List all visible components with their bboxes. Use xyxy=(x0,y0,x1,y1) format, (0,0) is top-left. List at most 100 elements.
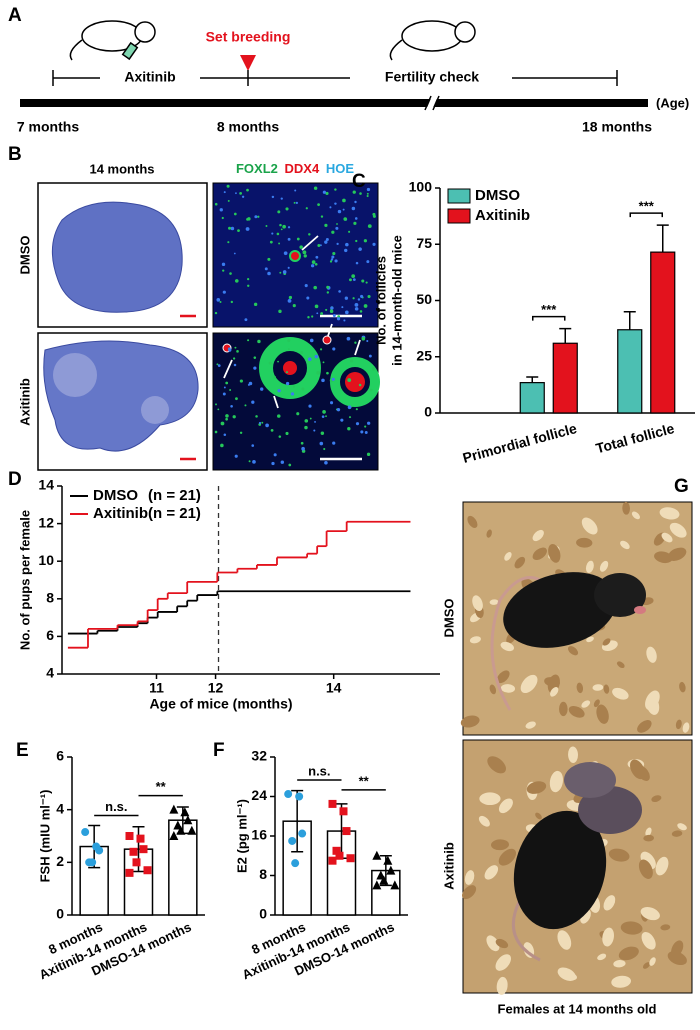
wood-chip xyxy=(479,792,501,806)
data-point xyxy=(379,875,389,885)
fluorescence-dot xyxy=(222,269,225,272)
wood-chip xyxy=(487,756,506,774)
fluorescence-dot xyxy=(236,350,239,353)
wood-chip xyxy=(581,700,591,708)
fluorescence-dot xyxy=(366,260,370,264)
wood-chip xyxy=(599,560,609,572)
fluorescence-dot xyxy=(285,381,290,386)
fluorescence-dot xyxy=(341,306,344,309)
fluorescence-dot xyxy=(299,245,303,249)
wood-chip xyxy=(661,532,673,543)
wood-chip xyxy=(622,501,630,515)
fluorescence-dot xyxy=(314,420,316,423)
fluorescence-dot xyxy=(292,385,296,388)
x-tick-label: Primordial follicle xyxy=(461,420,579,466)
fluorescence-dot xyxy=(334,202,337,205)
fluorescence-dot xyxy=(322,410,326,414)
wood-chip xyxy=(484,865,499,880)
fluorescence-dot xyxy=(345,310,349,315)
wood-chip xyxy=(679,681,686,693)
fluorescence-dot xyxy=(307,316,310,319)
age-label: 18 months xyxy=(582,119,652,135)
wood-chip xyxy=(532,529,544,542)
wood-chip xyxy=(613,959,626,968)
fluorescence-dot xyxy=(277,210,281,214)
treatment-label: Axitinib xyxy=(124,69,175,85)
data-point xyxy=(383,855,393,865)
mouse-icon xyxy=(389,20,476,61)
fluorescence-dot xyxy=(279,223,282,227)
fluorescence-dot xyxy=(285,431,289,436)
bar xyxy=(519,382,545,414)
fluorescence-dot xyxy=(347,378,352,382)
x-axis-label: Age of mice (months) xyxy=(149,696,292,712)
fluorescence-dot xyxy=(336,223,338,225)
fluorescence-dot xyxy=(320,431,325,435)
wood-chip xyxy=(526,781,547,794)
fluorescence-dot xyxy=(223,386,226,389)
wood-chip xyxy=(596,704,609,724)
fluorescence-dot xyxy=(225,414,229,418)
fluorescence-dot xyxy=(301,446,305,451)
legend-label: Axitinib xyxy=(93,505,148,522)
stain-label: FOXL2 xyxy=(236,161,278,176)
wood-chip xyxy=(671,830,683,837)
fluorescence-dot xyxy=(336,317,341,321)
wood-chip xyxy=(597,953,607,961)
fluorescence-dot xyxy=(216,363,219,366)
fluorescence-dot xyxy=(349,359,354,363)
fluorescence-dot xyxy=(325,191,329,196)
fluorescence-dot xyxy=(227,199,230,202)
wood-chip xyxy=(602,927,614,947)
fluorescence-dot xyxy=(325,415,327,418)
stain-label: HOE xyxy=(326,161,355,176)
fluorescence-dot xyxy=(280,228,283,231)
panel-label: C xyxy=(352,171,366,192)
fluorescence-dot xyxy=(254,215,258,219)
fluorescence-dot xyxy=(214,202,218,206)
legend-label: DMSO xyxy=(475,187,520,204)
fluorescence-dot xyxy=(310,264,315,268)
fluorescence-dot xyxy=(255,415,258,418)
y-tick-label: 14 xyxy=(38,477,54,493)
fluorescence-dot xyxy=(229,388,232,391)
fluorescence-dot xyxy=(336,407,341,412)
fluorescence-dot xyxy=(288,295,293,300)
fluorescence-dot xyxy=(235,397,238,401)
fluorescence-dot xyxy=(325,238,329,242)
column-title: 14 months xyxy=(89,161,154,176)
age-label: 7 months xyxy=(17,119,79,135)
y-tick-label: 12 xyxy=(38,514,54,530)
wood-chip xyxy=(500,641,515,652)
fluorescence-dot xyxy=(322,361,325,364)
fluorescence-dot xyxy=(230,300,233,304)
fluorescence-dot xyxy=(296,237,300,241)
y-tick-label: 100 xyxy=(409,179,433,195)
fluorescence-dot xyxy=(257,339,261,344)
fluorescence-dot xyxy=(258,421,262,425)
fluorescence-dot xyxy=(332,314,336,317)
wood-chip xyxy=(478,815,490,827)
fluorescence-dot xyxy=(337,315,341,318)
data-point xyxy=(298,829,307,838)
fluorescence-dot xyxy=(315,255,319,259)
fluorescence-dot xyxy=(361,336,366,341)
fluorescence-dot xyxy=(320,312,324,315)
fluorescence-dot xyxy=(225,381,229,385)
fluorescence-dot xyxy=(239,431,243,435)
data-point xyxy=(328,856,337,865)
fluorescence-dot xyxy=(237,229,240,232)
fluorescence-dot xyxy=(282,224,286,229)
wood-chip xyxy=(651,795,662,802)
fluorescence-dot xyxy=(342,198,346,203)
fluorescence-dot xyxy=(287,338,291,343)
wood-chip xyxy=(581,517,598,535)
wood-chip xyxy=(490,839,510,851)
wood-chip xyxy=(496,976,508,995)
fluorescence-dot xyxy=(319,441,324,446)
legend-note: (n = 21) xyxy=(148,505,201,522)
wood-chip xyxy=(677,823,687,831)
fluorescence-dot xyxy=(354,341,357,344)
legend-note: (n = 21) xyxy=(148,487,201,504)
fluorescence-dot xyxy=(324,240,328,244)
